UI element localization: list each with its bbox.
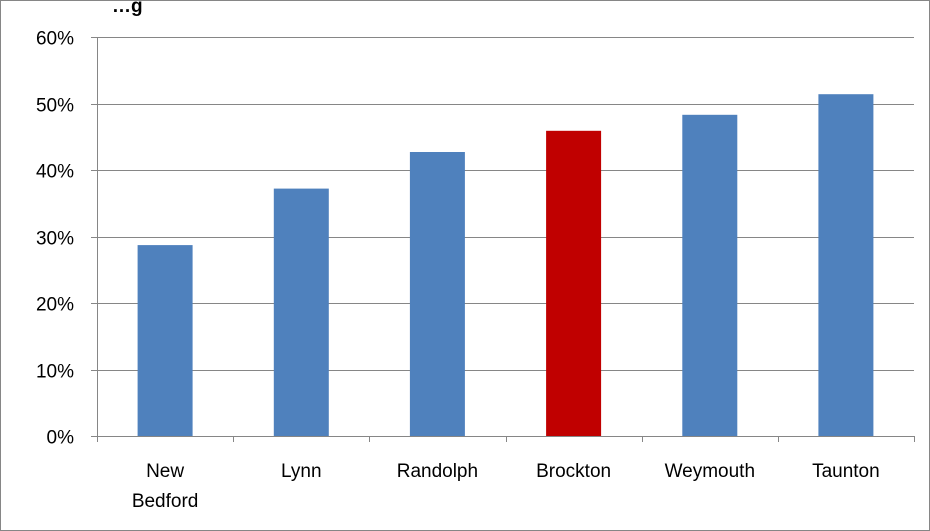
x-tick-label: Taunton (812, 461, 880, 482)
axes (91, 37, 915, 442)
bar-randolph (409, 152, 465, 436)
y-tick-label: 40% (36, 162, 74, 183)
chart-title: …g (112, 0, 143, 17)
y-tick-label: 30% (36, 229, 74, 250)
gridlines (97, 37, 914, 371)
x-tick-label: Weymouth (665, 461, 755, 482)
y-tick-label: 60% (36, 29, 74, 50)
y-tick-label: 10% (36, 362, 74, 383)
y-tick-label: 0% (47, 428, 75, 449)
y-tick-label: 20% (36, 295, 74, 316)
bar-new-bedford (137, 245, 193, 436)
bar-weymouth (682, 114, 738, 437)
x-tick-label: Brockton (536, 461, 611, 482)
labels: …g 0% 10% 20% 30% 40% 50% 60% New Bedford Lynn Rand… (36, 0, 880, 512)
x-tick-label: Lynn (281, 461, 322, 482)
bar-lynn (273, 188, 329, 436)
bar-taunton (818, 94, 874, 436)
y-tick-label: 50% (36, 96, 74, 117)
bars (137, 94, 874, 437)
x-tick-label: Randolph (397, 461, 478, 482)
x-tick-label: New Bedford (132, 461, 199, 512)
bar-brockton (546, 130, 602, 437)
